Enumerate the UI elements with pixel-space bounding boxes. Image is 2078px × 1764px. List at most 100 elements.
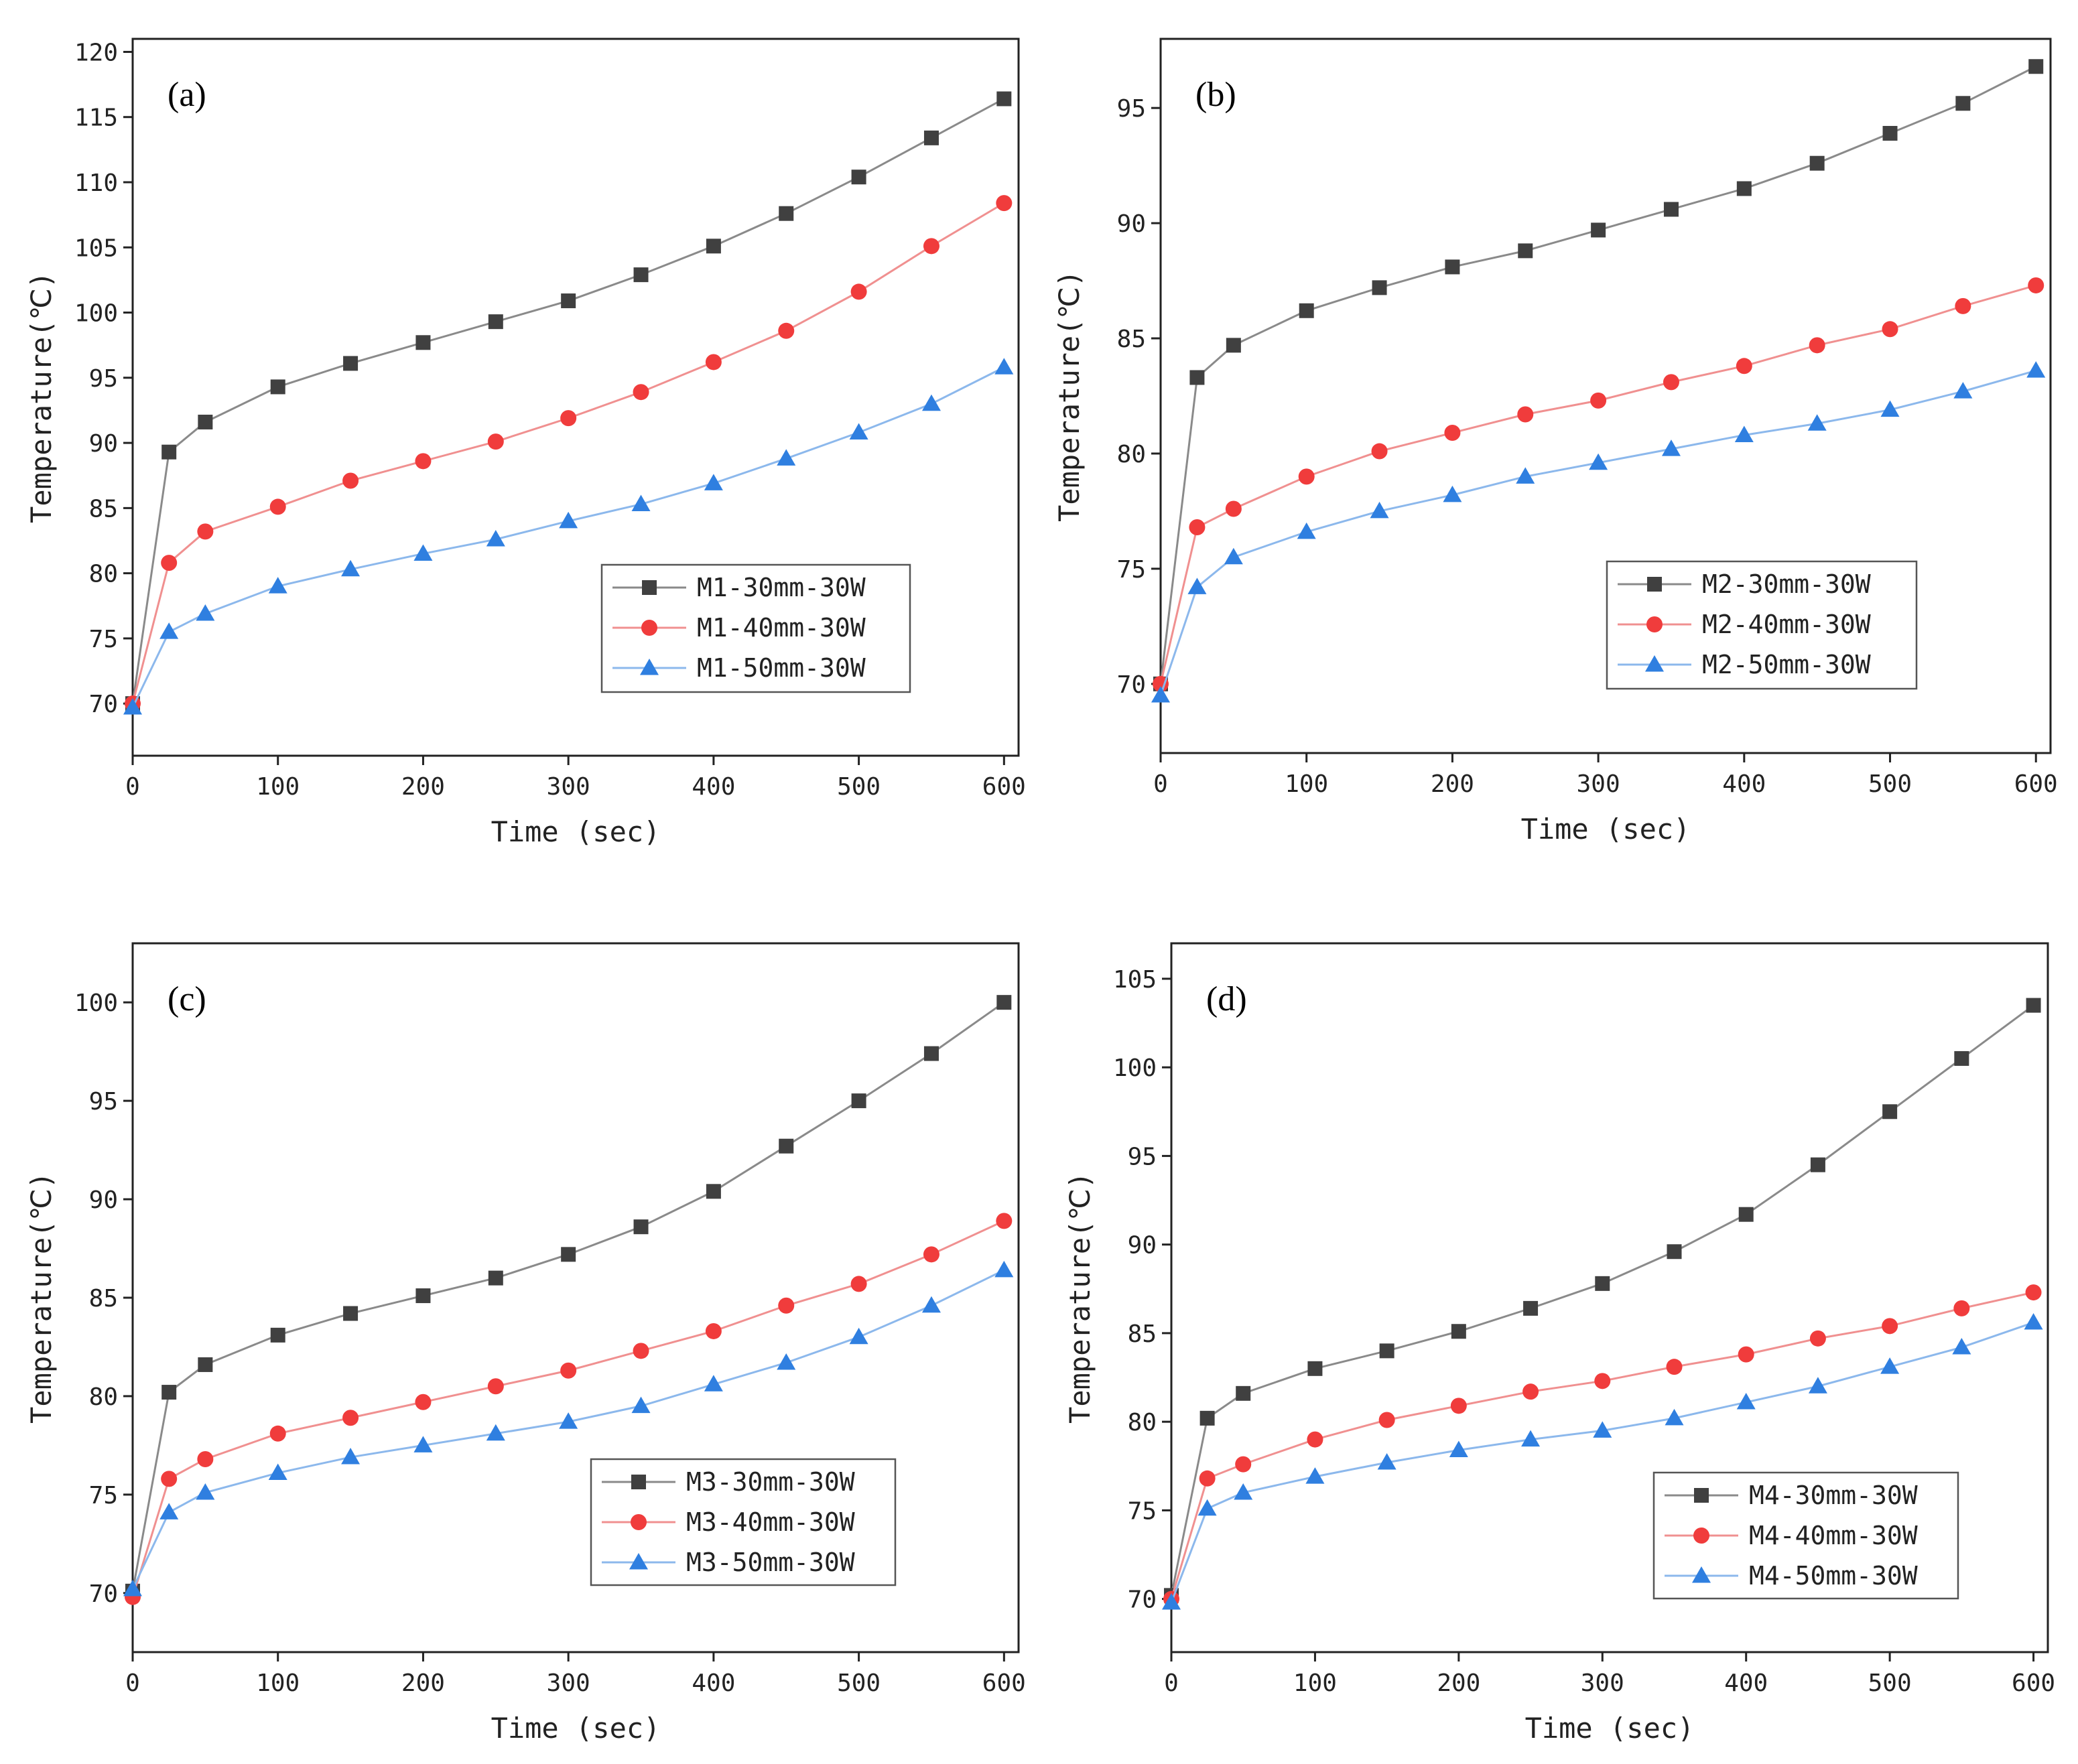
series-line-M2-50mm-30W — [1159, 369, 2036, 696]
data-point — [1522, 1383, 1539, 1400]
y-tick-label: 110 — [74, 169, 118, 197]
x-tick-label: 200 — [401, 773, 445, 801]
data-point — [778, 322, 795, 339]
data-point — [2028, 277, 2044, 293]
y-tick-label: 90 — [89, 430, 118, 458]
y-tick-label: 95 — [1117, 95, 1146, 123]
data-point — [1305, 1467, 1325, 1484]
series-line-M4-40mm-30W — [1170, 1291, 2034, 1600]
x-tick-label: 600 — [2012, 1670, 2055, 1697]
data-point — [486, 530, 505, 547]
legend-marker — [1645, 655, 1664, 672]
y-tick-label: 85 — [89, 495, 118, 523]
data-point — [161, 444, 177, 460]
data-point — [994, 358, 1014, 375]
data-point — [923, 1046, 939, 1061]
data-point — [1307, 1361, 1323, 1376]
data-point — [1590, 392, 1607, 409]
y-axis-title: Temperature(℃) — [25, 271, 58, 523]
data-point — [487, 433, 504, 450]
data-point — [1451, 1324, 1466, 1339]
data-point — [415, 1288, 431, 1304]
data-point — [1667, 1244, 1682, 1260]
data-point — [270, 379, 285, 395]
series-line-M1-30mm-30W — [131, 98, 1005, 704]
y-tick-label: 85 — [1117, 326, 1146, 353]
panel-label: (c) — [168, 980, 206, 1018]
data-point — [1199, 1470, 1216, 1487]
series-line-M2-40mm-30W — [1159, 284, 2036, 685]
legend-marker — [640, 659, 659, 675]
series-line-M4-30mm-30W — [1170, 1004, 2034, 1596]
chart-panel-d: 0 100 200 300 400 500 600 70 75 80 85 90 95 100 105 Tim… — [1063, 942, 2055, 1745]
data-point — [196, 604, 215, 621]
data-point — [488, 1270, 503, 1286]
y-tick-label: 70 — [89, 691, 118, 718]
y-tick-label: 75 — [89, 1482, 118, 1509]
data-point — [1234, 1483, 1253, 1500]
data-point — [1663, 374, 1679, 391]
x-tick-label: 400 — [692, 1670, 735, 1697]
data-point — [560, 410, 577, 427]
data-point — [1236, 1385, 1251, 1401]
data-point — [705, 1322, 722, 1339]
legend: M4-30mm-30W M4-40mm-30W M4-50mm-30W — [1652, 1471, 1959, 1600]
data-point — [633, 267, 649, 283]
legend: M3-30mm-30W M3-40mm-30W M3-50mm-30W — [590, 1458, 897, 1586]
x-tick-label: 300 — [547, 773, 590, 801]
legend-label: M4-30mm-30W — [1749, 1481, 1918, 1510]
x-tick-label: 100 — [256, 1670, 300, 1697]
y-tick-label: 85 — [89, 1285, 118, 1312]
data-point — [1882, 125, 1898, 141]
data-point — [1593, 1421, 1612, 1438]
data-point — [1153, 675, 1169, 692]
data-point — [996, 1213, 1013, 1229]
x-axis-title: Time (sec) — [491, 815, 661, 848]
data-point — [488, 314, 503, 330]
data-point — [1189, 519, 1206, 536]
x-tick-label: 200 — [1437, 1670, 1480, 1697]
y-tick-label: 105 — [1113, 966, 1157, 994]
data-point — [198, 1357, 213, 1372]
data-point — [1518, 243, 1533, 259]
data-point — [1199, 1410, 1215, 1426]
data-point — [1736, 358, 1752, 375]
data-point — [1589, 453, 1608, 470]
legend-label: M1-30mm-30W — [697, 573, 866, 602]
legend-label: M3-50mm-30W — [686, 1548, 855, 1577]
legend-label: M1-50mm-30W — [697, 653, 866, 683]
data-point — [1808, 1377, 1827, 1394]
data-point — [1809, 155, 1825, 171]
x-tick-label: 500 — [1868, 1670, 1912, 1697]
data-point — [1226, 338, 1241, 353]
data-point — [1162, 1592, 1181, 1610]
series-line-M4-50mm-30W — [1170, 1321, 2034, 1603]
data-point — [342, 472, 359, 489]
legend-label: M3-30mm-30W — [686, 1467, 855, 1497]
data-point — [1307, 1431, 1323, 1448]
legend-marker — [1693, 1528, 1709, 1544]
chart-panel-a: 0 100 200 300 400 500 600 70 75 80 85 90 95 100 105 110… — [25, 38, 1026, 848]
x-tick-label: 600 — [2014, 770, 2058, 798]
data-point — [779, 206, 794, 221]
data-point — [1591, 222, 1606, 238]
data-point — [777, 449, 796, 466]
legend-marker — [1694, 1488, 1709, 1503]
x-tick-label: 300 — [1577, 770, 1620, 798]
y-tick-label: 120 — [74, 39, 118, 66]
data-point — [1953, 382, 1973, 399]
data-point — [923, 1246, 939, 1263]
x-tick-label: 200 — [1431, 770, 1474, 798]
series-line-M3-40mm-30W — [131, 1220, 1004, 1598]
legend-marker — [631, 1514, 647, 1530]
data-point — [633, 384, 649, 401]
data-point — [561, 1247, 576, 1262]
chart-panel-b: 0 100 200 300 400 500 600 70 75 80 85 90 95 Time (sec… — [1053, 38, 2058, 845]
data-point — [1663, 202, 1679, 217]
data-point — [2024, 1313, 2043, 1330]
data-point — [1736, 1393, 1756, 1410]
data-point — [1235, 1456, 1252, 1473]
panel-label: (a) — [168, 76, 206, 114]
data-point — [1880, 400, 1900, 417]
data-point — [1377, 1452, 1397, 1470]
